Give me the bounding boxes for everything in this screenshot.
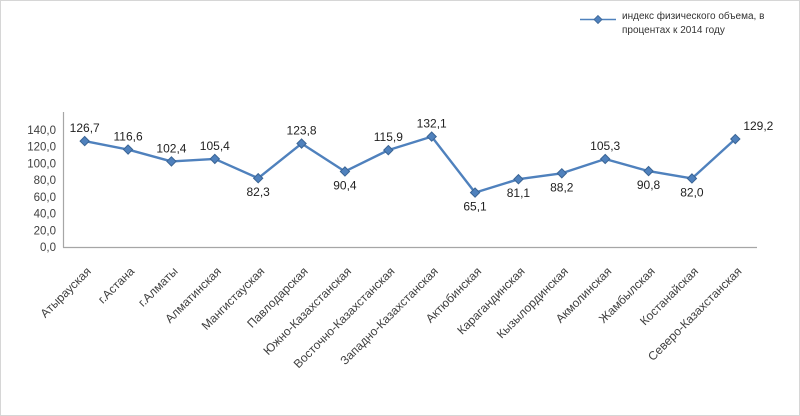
data-label: 126,7 <box>70 121 100 135</box>
data-point-marker <box>296 138 307 149</box>
data-point-marker <box>79 135 90 147</box>
data-label: 115,9 <box>374 130 403 144</box>
data-label: 123,8 <box>287 124 317 138</box>
data-point-marker <box>730 133 741 145</box>
data-label: 81,1 <box>507 186 531 200</box>
data-label: 88,2 <box>550 180 574 194</box>
data-label: 105,4 <box>200 139 230 153</box>
data-label: 105,3 <box>590 139 620 153</box>
x-category-label: Атырауская <box>38 264 94 320</box>
x-category-label: г.Астана <box>95 264 137 306</box>
data-point-marker <box>166 156 177 167</box>
data-point-marker <box>339 166 351 177</box>
data-label: 132,1 <box>417 117 447 131</box>
data-label: 82,3 <box>247 185 271 199</box>
data-point-marker <box>513 173 524 185</box>
chart-legend: индекс физического объема, в процентах к… <box>579 10 768 38</box>
x-category-label: г.Алматы <box>135 264 180 309</box>
series-line <box>83 135 737 194</box>
data-label: 90,4 <box>333 178 357 192</box>
y-tick-label: 80,0 <box>34 175 56 187</box>
data-point-marker <box>252 172 264 184</box>
data-point-marker <box>643 165 654 177</box>
y-tick-label: 120,0 <box>27 142 56 154</box>
y-tick-label: 20,0 <box>34 225 56 237</box>
legend-series-label: индекс физического объема, в процентах к… <box>622 11 765 36</box>
data-point-marker <box>686 173 698 184</box>
y-tick-label: 140,0 <box>27 125 56 137</box>
data-label: 116,6 <box>113 130 142 144</box>
y-tick-label: 100,0 <box>27 158 56 170</box>
data-point-marker <box>599 153 611 165</box>
data-point-marker <box>209 153 221 165</box>
data-point-marker <box>383 144 394 156</box>
legend-series-marker-icon <box>580 14 616 25</box>
data-point-marker <box>426 131 437 142</box>
data-label: 129,2 <box>743 119 773 133</box>
data-point-marker <box>122 144 134 155</box>
y-tick-label: 0,0 <box>40 242 56 254</box>
y-tick-label: 40,0 <box>34 209 56 221</box>
data-label: 65,1 <box>463 200 487 214</box>
data-label: 82,0 <box>680 185 704 199</box>
data-label: 90,8 <box>637 178 661 192</box>
data-label: 102,4 <box>156 141 186 155</box>
y-tick-label: 60,0 <box>34 192 56 204</box>
data-point-marker <box>556 167 568 179</box>
data-point-marker <box>469 187 481 198</box>
